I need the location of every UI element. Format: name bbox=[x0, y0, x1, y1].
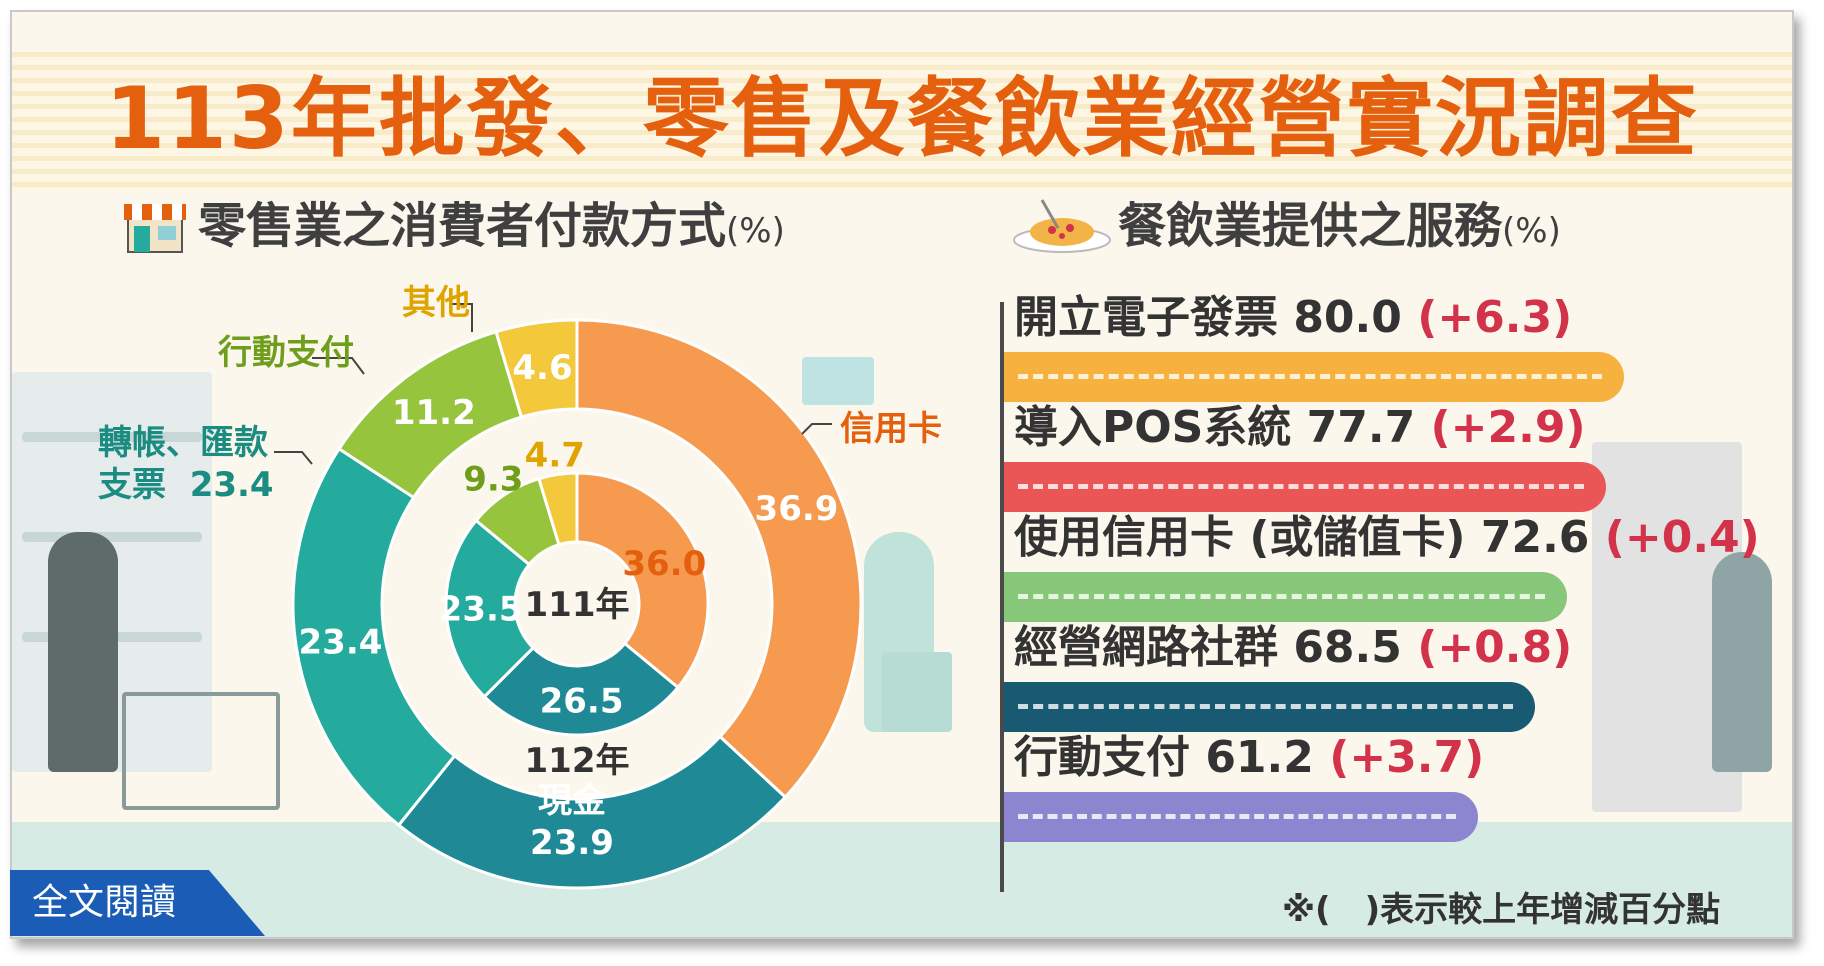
bar-change-4: (+3.7) bbox=[1313, 732, 1485, 783]
page-title: 113年批發、零售及餐飲業經營實況調查 bbox=[105, 69, 1699, 169]
label-mobile: 行動支付 bbox=[218, 333, 354, 373]
bar-change-2: (+0.4) bbox=[1589, 512, 1760, 563]
donut-slice-inner-1 bbox=[482, 641, 681, 737]
donut-value-inner-0: 36.0 bbox=[622, 544, 706, 584]
shelf-row-1 bbox=[22, 432, 202, 442]
family-illustration bbox=[1712, 552, 1772, 772]
label-cash: 現金 23.9 bbox=[512, 780, 632, 864]
donut-slice-outer-1 bbox=[396, 734, 788, 890]
donut-value-inner-4: 4.7 bbox=[525, 436, 585, 476]
donut-value-outer-2: 23.4 bbox=[299, 622, 383, 662]
donut-center-label: 111年 bbox=[525, 585, 630, 625]
bar-2 bbox=[1004, 572, 1567, 622]
bar-label-0: 開立電子發票 80.0 (+6.3) bbox=[1014, 290, 1572, 346]
credit-card-illustration bbox=[802, 357, 874, 405]
shopping-cart-illustration bbox=[122, 692, 280, 810]
donut-leader-line-1 bbox=[312, 357, 365, 375]
bar-change-0: (+6.3) bbox=[1401, 292, 1573, 343]
donut-leader-line-2 bbox=[274, 451, 313, 465]
pasta-plate-icon bbox=[1013, 199, 1111, 253]
bar-4 bbox=[1004, 792, 1479, 842]
label-cash-name: 現金 bbox=[538, 781, 606, 821]
bar-3 bbox=[1004, 682, 1535, 732]
shopping-bag-illustration bbox=[882, 652, 952, 732]
bar-label-1: 導入POS系統 77.7 (+2.9) bbox=[1014, 400, 1586, 456]
donut-value-inner-1: 26.5 bbox=[540, 681, 624, 721]
title-stripes bbox=[12, 52, 1792, 192]
donut-slice-outer-0 bbox=[575, 318, 863, 800]
bar-change-3: (+0.8) bbox=[1401, 622, 1573, 673]
ground-band bbox=[12, 822, 1792, 937]
donut-slice-outer-4 bbox=[494, 318, 579, 419]
bar-0 bbox=[1004, 352, 1624, 402]
label-transfer-value: 23.4 bbox=[189, 465, 274, 505]
label-transfer: 轉帳、匯款 支票 23.4 bbox=[98, 422, 274, 506]
bar-1 bbox=[1004, 462, 1607, 512]
bar-category-0: 開立電子發票 80.0 bbox=[1014, 292, 1402, 343]
retail-payment-unit: (%) bbox=[726, 211, 785, 251]
label-credit: 信用卡 bbox=[840, 409, 942, 449]
label-transfer-line1: 轉帳、匯款 bbox=[98, 423, 268, 463]
donut-slice-inner-0 bbox=[575, 471, 710, 690]
restaurant-service-unit: (%) bbox=[1502, 211, 1561, 251]
donut-value-inner-3: 9.3 bbox=[463, 459, 523, 499]
store-icon bbox=[124, 204, 186, 253]
shopper-illustration bbox=[48, 532, 118, 772]
label-other: 其他 bbox=[402, 283, 470, 323]
donut-slice-outer-2 bbox=[291, 446, 457, 828]
retail-payment-subtitle-text: 零售業之消費者付款方式 bbox=[198, 198, 727, 254]
bar-change-1: (+2.9) bbox=[1415, 402, 1586, 453]
retail-payment-subtitle: 零售業之消費者付款方式(%) bbox=[198, 196, 785, 261]
bar-chart-axis bbox=[1000, 302, 1004, 892]
bar-category-1: 導入POS系統 77.7 bbox=[1014, 402, 1416, 453]
donut-value-outer-0: 36.9 bbox=[755, 489, 839, 529]
donut-slice-inner-4 bbox=[537, 471, 579, 547]
donut-value-outer-3: 11.2 bbox=[392, 393, 476, 433]
bar-category-4: 行動支付 61.2 bbox=[1014, 732, 1314, 783]
restaurant-service-subtitle: 餐飲業提供之服務(%) bbox=[1118, 196, 1561, 261]
donut-value-inner-2: 23.5 bbox=[439, 590, 523, 630]
label-transfer-line2-text: 支票 bbox=[98, 465, 166, 505]
bar-category-3: 經營網路社群 68.5 bbox=[1014, 622, 1402, 673]
label-cash-value: 23.9 bbox=[530, 823, 614, 863]
bar-label-3: 經營網路社群 68.5 (+0.8) bbox=[1014, 620, 1572, 676]
donut-leader-line-0 bbox=[450, 303, 473, 332]
bar-label-2: 使用信用卡 (或儲值卡) 72.6 (+0.4) bbox=[1014, 510, 1760, 566]
label-transfer-line2: 支票 23.4 bbox=[98, 464, 274, 506]
donut-outer-ring-label: 112年 bbox=[525, 741, 630, 781]
shelf-row-2 bbox=[22, 532, 202, 542]
bar-category-2: 使用信用卡 (或儲值卡) 72.6 bbox=[1014, 512, 1590, 563]
donut-ring-label-bg bbox=[515, 739, 639, 783]
restaurant-service-subtitle-text: 餐飲業提供之服務 bbox=[1118, 198, 1503, 254]
change-note: ※( )表示較上年增減百分點 bbox=[1282, 890, 1721, 930]
donut-value-outer-4: 4.6 bbox=[512, 348, 572, 388]
infographic-card: 113年批發、零售及餐飲業經營實況調查 零售業之消費者付款方式(%) 餐飲業提供… bbox=[10, 10, 1794, 939]
donut-leader-line-3 bbox=[801, 423, 832, 435]
donut-slice-inner-2 bbox=[444, 518, 536, 699]
payment-donut-chart: 36.9 23.4 11.2 4.6 36.0 26.5 23.5 9.34.7 111年 112… bbox=[274, 303, 863, 890]
bar-label-4: 行動支付 61.2 (+3.7) bbox=[1014, 730, 1484, 786]
